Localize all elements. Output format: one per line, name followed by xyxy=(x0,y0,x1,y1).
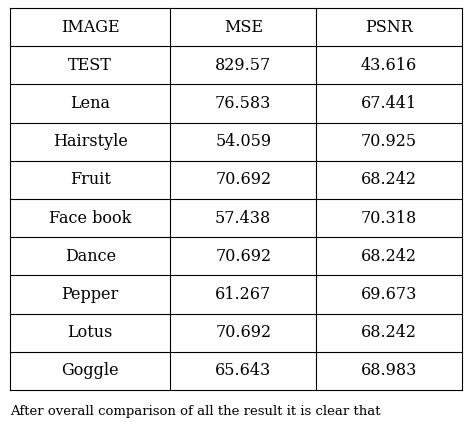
Text: 65.643: 65.643 xyxy=(215,362,271,379)
Text: Lena: Lena xyxy=(70,95,110,112)
Text: Fruit: Fruit xyxy=(70,172,110,188)
Text: 69.673: 69.673 xyxy=(361,286,417,303)
Text: 61.267: 61.267 xyxy=(215,286,271,303)
Text: 70.925: 70.925 xyxy=(361,133,417,150)
Text: 57.438: 57.438 xyxy=(215,209,271,227)
Text: Pepper: Pepper xyxy=(62,286,119,303)
Text: 68.242: 68.242 xyxy=(361,172,417,188)
Text: Hairstyle: Hairstyle xyxy=(53,133,128,150)
Text: 43.616: 43.616 xyxy=(361,57,417,74)
Text: MSE: MSE xyxy=(224,18,263,36)
Text: 68.242: 68.242 xyxy=(361,248,417,265)
Text: 70.318: 70.318 xyxy=(361,209,417,227)
Text: After overall comparison of all the result it is clear that: After overall comparison of all the resu… xyxy=(10,405,381,418)
Text: 829.57: 829.57 xyxy=(215,57,271,74)
Text: 70.692: 70.692 xyxy=(215,248,271,265)
Text: Dance: Dance xyxy=(64,248,116,265)
Text: 67.441: 67.441 xyxy=(361,95,417,112)
Text: 68.242: 68.242 xyxy=(361,324,417,341)
Text: 54.059: 54.059 xyxy=(215,133,271,150)
Text: 70.692: 70.692 xyxy=(215,172,271,188)
Text: Face book: Face book xyxy=(49,209,131,227)
Text: Goggle: Goggle xyxy=(62,362,119,379)
Text: 76.583: 76.583 xyxy=(215,95,272,112)
Text: TEST: TEST xyxy=(68,57,112,74)
Text: Lotus: Lotus xyxy=(67,324,113,341)
Text: IMAGE: IMAGE xyxy=(61,18,119,36)
Text: 70.692: 70.692 xyxy=(215,324,271,341)
Text: PSNR: PSNR xyxy=(365,18,413,36)
Text: 68.983: 68.983 xyxy=(361,362,417,379)
